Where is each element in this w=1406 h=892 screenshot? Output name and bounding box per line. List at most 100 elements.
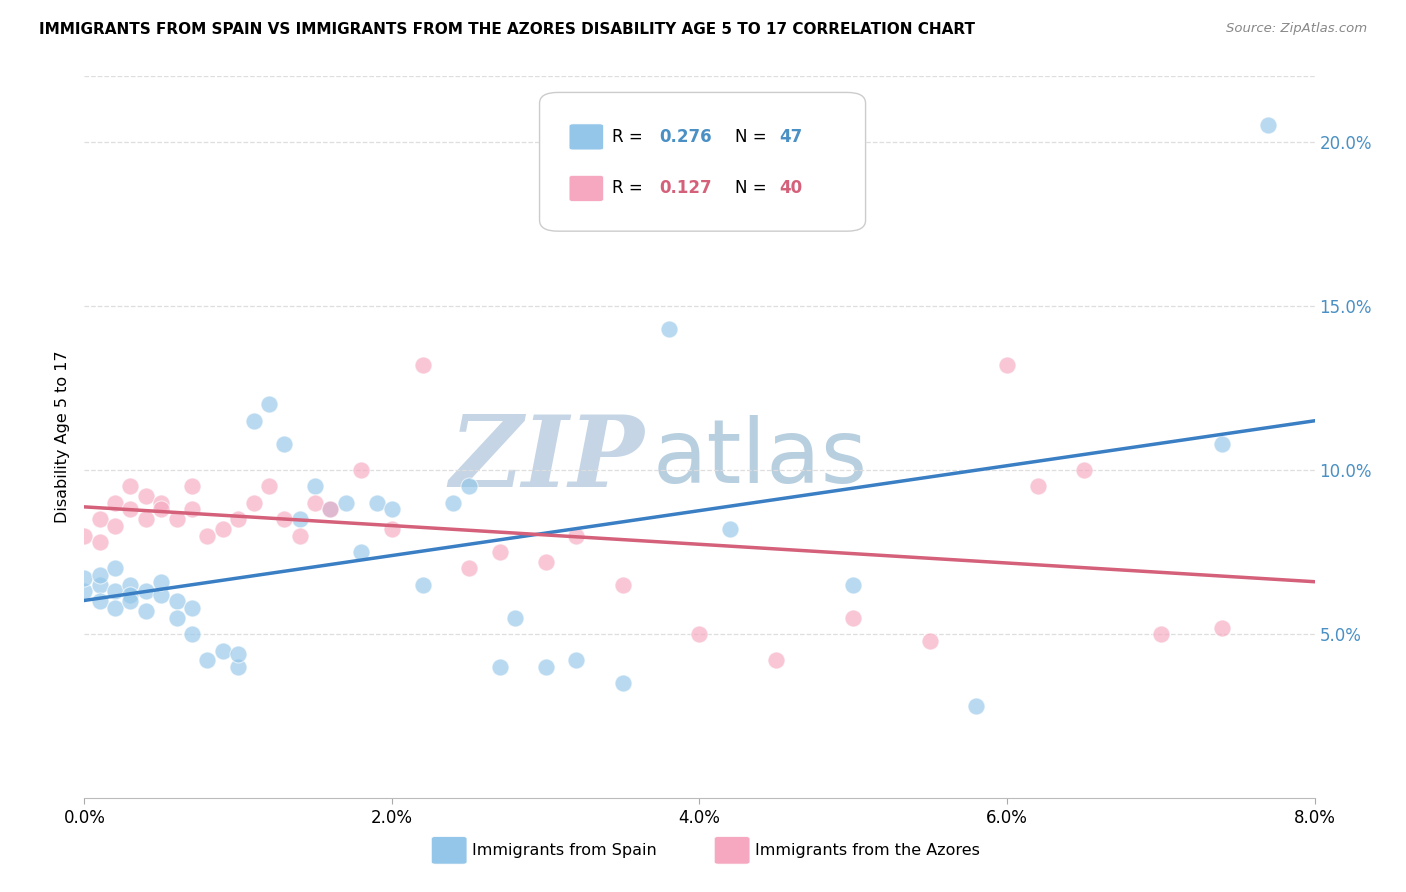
Point [288, 512, 311, 526]
Point [457, 479, 479, 493]
Point [319, 502, 342, 516]
Point [443, 496, 465, 510]
Point [120, 594, 142, 608]
Point [1257, 118, 1279, 132]
Point [612, 676, 634, 690]
Point [211, 643, 233, 657]
Point [319, 502, 342, 516]
Point [181, 502, 204, 516]
Point [150, 574, 173, 589]
Text: Immigrants from Spain: Immigrants from Spain [472, 843, 657, 858]
Point [842, 578, 865, 592]
Point [412, 358, 434, 372]
Point [273, 512, 295, 526]
Point [366, 496, 388, 510]
Point [920, 633, 942, 648]
Point [135, 512, 157, 526]
Text: 0.276: 0.276 [659, 128, 711, 146]
Point [350, 545, 373, 559]
Point [288, 528, 311, 542]
FancyBboxPatch shape [569, 124, 603, 150]
Point [689, 627, 711, 641]
Point [381, 502, 404, 516]
Point [304, 479, 326, 493]
Point [1026, 479, 1049, 493]
Text: Immigrants from the Azores: Immigrants from the Azores [755, 843, 980, 858]
Point [1150, 627, 1173, 641]
Point [166, 594, 188, 608]
Text: IMMIGRANTS FROM SPAIN VS IMMIGRANTS FROM THE AZORES DISABILITY AGE 5 TO 17 CORRE: IMMIGRANTS FROM SPAIN VS IMMIGRANTS FROM… [39, 22, 976, 37]
Point [120, 479, 142, 493]
Text: R =: R = [612, 179, 648, 197]
Text: ZIP: ZIP [449, 410, 644, 507]
Point [73, 528, 96, 542]
FancyBboxPatch shape [714, 837, 749, 864]
Point [197, 528, 219, 542]
Point [1073, 463, 1095, 477]
Point [166, 512, 188, 526]
Point [457, 561, 479, 575]
Point [565, 528, 588, 542]
FancyBboxPatch shape [569, 176, 603, 202]
Point [135, 489, 157, 503]
Point [135, 584, 157, 599]
Point [565, 653, 588, 667]
Point [350, 463, 373, 477]
Point [181, 479, 204, 493]
Point [226, 647, 249, 661]
Text: N =: N = [735, 128, 772, 146]
Point [658, 321, 681, 335]
Point [534, 555, 557, 569]
Point [257, 479, 280, 493]
Point [226, 660, 249, 674]
Text: 47: 47 [779, 128, 803, 146]
Point [612, 578, 634, 592]
Point [104, 584, 127, 599]
Text: Source: ZipAtlas.com: Source: ZipAtlas.com [1226, 22, 1367, 36]
Point [135, 604, 157, 618]
Point [150, 588, 173, 602]
Point [226, 512, 249, 526]
Point [765, 653, 787, 667]
Point [89, 594, 111, 608]
Point [120, 578, 142, 592]
Point [89, 535, 111, 549]
Point [304, 496, 326, 510]
Point [104, 561, 127, 575]
Point [150, 496, 173, 510]
FancyBboxPatch shape [540, 93, 866, 231]
Point [1211, 436, 1233, 450]
Text: N =: N = [735, 179, 772, 197]
Point [335, 496, 357, 510]
Point [534, 660, 557, 674]
Point [488, 660, 510, 674]
Text: atlas: atlas [652, 416, 868, 502]
Point [381, 522, 404, 536]
Text: R =: R = [612, 128, 648, 146]
Point [120, 588, 142, 602]
Point [73, 584, 96, 599]
Point [1211, 621, 1233, 635]
Point [488, 545, 510, 559]
Point [197, 653, 219, 667]
Point [242, 496, 264, 510]
Point [150, 502, 173, 516]
Point [104, 600, 127, 615]
Y-axis label: Disability Age 5 to 17: Disability Age 5 to 17 [55, 351, 70, 524]
Point [995, 358, 1018, 372]
Point [120, 502, 142, 516]
Point [166, 610, 188, 624]
Point [181, 600, 204, 615]
Point [73, 571, 96, 585]
Point [89, 578, 111, 592]
Point [242, 414, 264, 428]
Point [257, 397, 280, 411]
Point [503, 610, 526, 624]
Point [965, 699, 987, 714]
Text: 0.127: 0.127 [659, 179, 711, 197]
FancyBboxPatch shape [432, 837, 467, 864]
Point [412, 578, 434, 592]
Point [89, 512, 111, 526]
Point [273, 436, 295, 450]
Point [89, 568, 111, 582]
